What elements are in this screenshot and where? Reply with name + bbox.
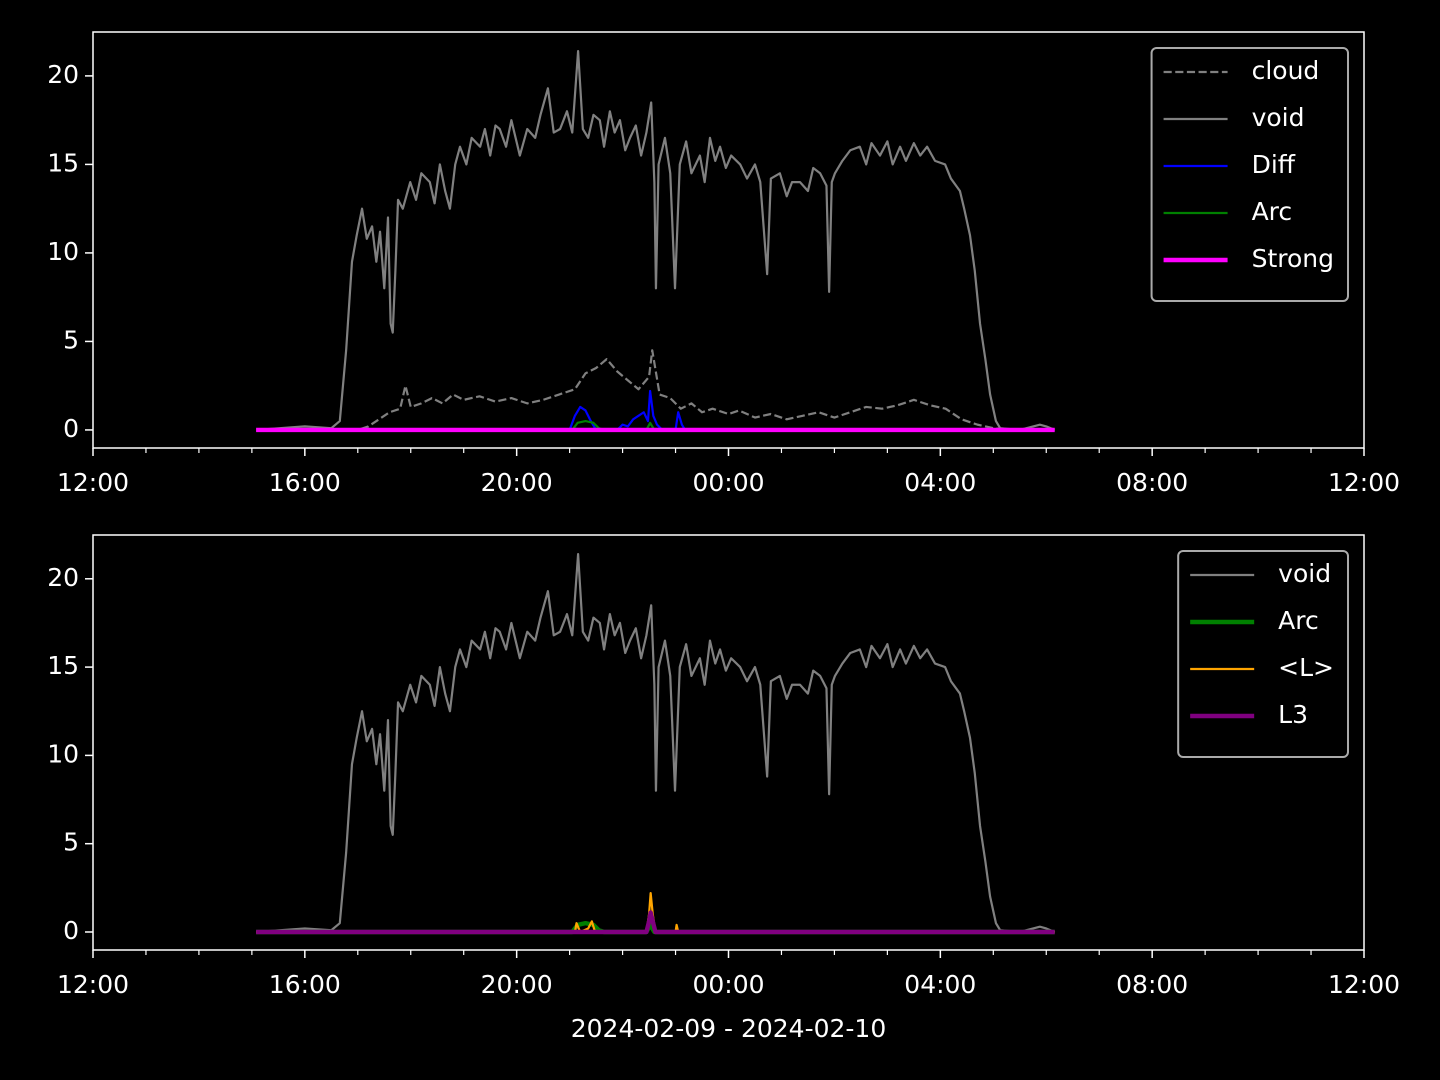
series-group — [256, 552, 1056, 935]
x-tick-label: 12:00 — [57, 970, 129, 999]
y-tick-label: 20 — [47, 60, 79, 89]
x-tick-label: 08:00 — [1116, 468, 1188, 497]
series-line — [256, 389, 1055, 432]
legend-label: void — [1252, 103, 1305, 132]
axes-frame — [92, 534, 1365, 951]
legend-label: L3 — [1278, 700, 1308, 729]
legend-frame — [1150, 47, 1349, 302]
x-tick-label: 20:00 — [481, 468, 553, 497]
legend: void Arc <L> L3 — [1177, 550, 1349, 758]
series-line — [256, 50, 1056, 432]
y-tick-label: 10 — [47, 739, 79, 768]
legend-label: void — [1278, 559, 1331, 588]
x-tick-label: 16:00 — [269, 970, 341, 999]
legend-label: Arc — [1252, 197, 1293, 226]
series-line — [256, 349, 1055, 432]
legend-label: Diff — [1252, 150, 1296, 179]
x-tick-label: 20:00 — [481, 970, 553, 999]
axes-frame — [92, 31, 1365, 449]
legend: cloud void Diff Arc Strong — [1150, 47, 1349, 302]
x-tick-label: 12:00 — [1328, 970, 1400, 999]
x-axis-label: 2024-02-09 - 2024-02-10 — [571, 1014, 887, 1043]
legend-label: Strong — [1252, 244, 1334, 273]
x-tick-label: 16:00 — [269, 468, 341, 497]
y-tick-label: 0 — [63, 414, 79, 443]
legend-label: Arc — [1278, 606, 1319, 635]
series-group — [256, 50, 1056, 433]
x-tick-label: 04:00 — [904, 468, 976, 497]
y-tick-label: 15 — [47, 651, 79, 680]
legend-label: cloud — [1252, 56, 1320, 85]
legend-label: <L> — [1278, 653, 1334, 682]
y-tick-label: 20 — [47, 563, 79, 592]
x-tick-label: 08:00 — [1116, 970, 1188, 999]
legend-frame — [1177, 550, 1349, 758]
series-line — [256, 552, 1056, 934]
axes: 0 5 10 15 20 12:00 16:00 20:00 00:00 04:00 08:00 12… — [47, 31, 1400, 497]
x-tick-label: 04:00 — [904, 970, 976, 999]
y-tick-label: 10 — [47, 237, 79, 266]
x-tick-label: 00:00 — [692, 970, 764, 999]
y-tick-label: 5 — [63, 325, 79, 354]
x-tick-label: 12:00 — [57, 468, 129, 497]
y-tick-label: 15 — [47, 148, 79, 177]
y-tick-label: 0 — [63, 916, 79, 945]
x-tick-label: 12:00 — [1328, 468, 1400, 497]
series-line — [256, 910, 1055, 935]
axes: 0 5 10 15 20 12:00 16:00 20:00 00:00 04:00 08:00 12… — [47, 534, 1400, 1043]
x-tick-label: 00:00 — [692, 468, 764, 497]
y-tick-label: 5 — [63, 828, 79, 857]
